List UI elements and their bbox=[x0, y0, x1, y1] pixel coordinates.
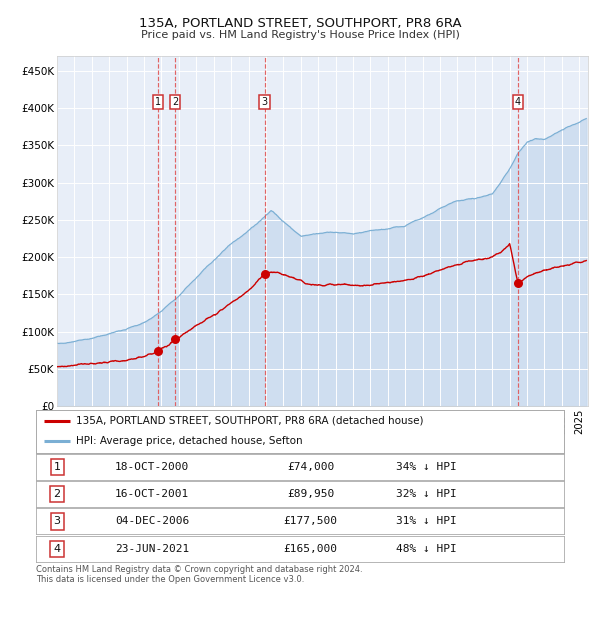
Text: Contains HM Land Registry data © Crown copyright and database right 2024.
This d: Contains HM Land Registry data © Crown c… bbox=[36, 565, 362, 584]
Text: 48% ↓ HPI: 48% ↓ HPI bbox=[397, 544, 457, 554]
Text: 31% ↓ HPI: 31% ↓ HPI bbox=[397, 516, 457, 526]
Text: £89,950: £89,950 bbox=[287, 489, 334, 499]
Text: Price paid vs. HM Land Registry's House Price Index (HPI): Price paid vs. HM Land Registry's House … bbox=[140, 30, 460, 40]
Text: 3: 3 bbox=[53, 516, 61, 526]
Text: £177,500: £177,500 bbox=[284, 516, 338, 526]
Text: 2: 2 bbox=[172, 97, 178, 107]
Text: £165,000: £165,000 bbox=[284, 544, 338, 554]
Text: 1: 1 bbox=[53, 462, 61, 472]
Text: 135A, PORTLAND STREET, SOUTHPORT, PR8 6RA: 135A, PORTLAND STREET, SOUTHPORT, PR8 6R… bbox=[139, 17, 461, 30]
Text: 32% ↓ HPI: 32% ↓ HPI bbox=[397, 489, 457, 499]
Text: 18-OCT-2000: 18-OCT-2000 bbox=[115, 462, 189, 472]
Text: 16-OCT-2001: 16-OCT-2001 bbox=[115, 489, 189, 499]
Text: 34% ↓ HPI: 34% ↓ HPI bbox=[397, 462, 457, 472]
Text: £74,000: £74,000 bbox=[287, 462, 334, 472]
Text: 1: 1 bbox=[155, 97, 161, 107]
Text: HPI: Average price, detached house, Sefton: HPI: Average price, detached house, Seft… bbox=[76, 436, 302, 446]
Text: 23-JUN-2021: 23-JUN-2021 bbox=[115, 544, 189, 554]
Text: 04-DEC-2006: 04-DEC-2006 bbox=[115, 516, 189, 526]
Text: 4: 4 bbox=[53, 544, 61, 554]
Text: 2: 2 bbox=[53, 489, 61, 499]
Text: 3: 3 bbox=[262, 97, 268, 107]
Text: 135A, PORTLAND STREET, SOUTHPORT, PR8 6RA (detached house): 135A, PORTLAND STREET, SOUTHPORT, PR8 6R… bbox=[76, 416, 423, 426]
Text: 4: 4 bbox=[515, 97, 521, 107]
